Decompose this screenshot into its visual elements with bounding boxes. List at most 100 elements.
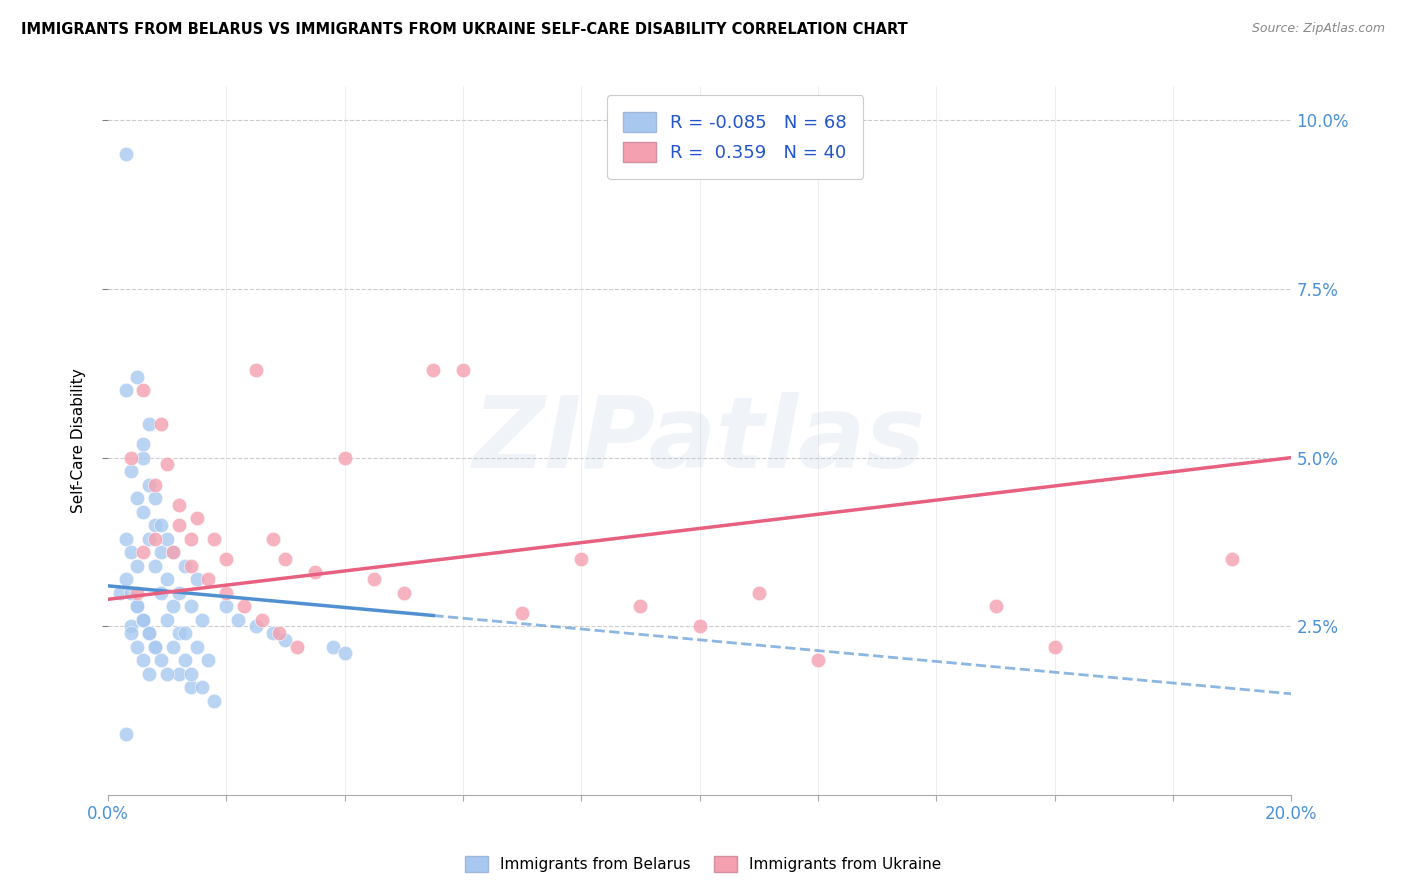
Point <box>162 640 184 654</box>
Point <box>156 458 179 472</box>
Point <box>132 653 155 667</box>
Point <box>304 566 326 580</box>
Point <box>167 666 190 681</box>
Point <box>138 477 160 491</box>
Point <box>186 572 208 586</box>
Point <box>138 532 160 546</box>
Point <box>333 646 356 660</box>
Point <box>274 551 297 566</box>
Text: Source: ZipAtlas.com: Source: ZipAtlas.com <box>1251 22 1385 36</box>
Point <box>226 613 249 627</box>
Point <box>215 599 238 613</box>
Point <box>127 599 149 613</box>
Point <box>245 363 267 377</box>
Point <box>269 626 291 640</box>
Point <box>232 599 254 613</box>
Text: IMMIGRANTS FROM BELARUS VS IMMIGRANTS FROM UKRAINE SELF-CARE DISABILITY CORRELAT: IMMIGRANTS FROM BELARUS VS IMMIGRANTS FR… <box>21 22 908 37</box>
Point <box>180 532 202 546</box>
Point <box>150 518 173 533</box>
Point <box>143 518 166 533</box>
Point <box>132 383 155 397</box>
Point <box>628 599 651 613</box>
Point <box>143 477 166 491</box>
Point <box>120 619 142 633</box>
Point <box>138 626 160 640</box>
Point <box>191 680 214 694</box>
Point <box>162 599 184 613</box>
Point <box>120 585 142 599</box>
Point <box>138 666 160 681</box>
Point <box>1220 551 1243 566</box>
Point <box>510 606 533 620</box>
Point <box>108 585 131 599</box>
Point <box>422 363 444 377</box>
Point <box>392 585 415 599</box>
Point <box>127 640 149 654</box>
Point <box>150 653 173 667</box>
Point <box>127 491 149 505</box>
Point <box>114 146 136 161</box>
Point <box>138 626 160 640</box>
Point <box>162 545 184 559</box>
Point <box>143 532 166 546</box>
Point <box>197 653 219 667</box>
Point <box>156 572 179 586</box>
Point <box>143 640 166 654</box>
Point <box>167 518 190 533</box>
Point <box>143 640 166 654</box>
Point <box>451 363 474 377</box>
Point <box>167 585 190 599</box>
Legend: Immigrants from Belarus, Immigrants from Ukraine: Immigrants from Belarus, Immigrants from… <box>457 848 949 880</box>
Point <box>143 558 166 573</box>
Point <box>202 693 225 707</box>
Point <box>150 585 173 599</box>
Point <box>173 558 195 573</box>
Point <box>162 545 184 559</box>
Point <box>173 653 195 667</box>
Point <box>285 640 308 654</box>
Point <box>132 613 155 627</box>
Point <box>250 613 273 627</box>
Point <box>127 558 149 573</box>
Point <box>167 498 190 512</box>
Point <box>132 613 155 627</box>
Point <box>156 613 179 627</box>
Point <box>274 632 297 647</box>
Point <box>132 613 155 627</box>
Point <box>156 532 179 546</box>
Point <box>132 450 155 465</box>
Point <box>245 619 267 633</box>
Point <box>114 532 136 546</box>
Point <box>197 572 219 586</box>
Point <box>180 558 202 573</box>
Point <box>127 599 149 613</box>
Point <box>186 640 208 654</box>
Point <box>202 532 225 546</box>
Point <box>215 551 238 566</box>
Point <box>114 383 136 397</box>
Point <box>322 640 344 654</box>
Point <box>748 585 770 599</box>
Point <box>689 619 711 633</box>
Point <box>191 613 214 627</box>
Point <box>120 464 142 478</box>
Point <box>263 532 285 546</box>
Point <box>120 626 142 640</box>
Point <box>363 572 385 586</box>
Point <box>807 653 830 667</box>
Point <box>1043 640 1066 654</box>
Point <box>143 491 166 505</box>
Y-axis label: Self-Care Disability: Self-Care Disability <box>72 368 86 513</box>
Point <box>132 545 155 559</box>
Point <box>186 511 208 525</box>
Point <box>114 727 136 741</box>
Legend: R = -0.085   N = 68, R =  0.359   N = 40: R = -0.085 N = 68, R = 0.359 N = 40 <box>607 95 863 178</box>
Point <box>333 450 356 465</box>
Point <box>132 505 155 519</box>
Point <box>127 585 149 599</box>
Point <box>984 599 1007 613</box>
Point <box>180 680 202 694</box>
Point <box>180 599 202 613</box>
Point <box>569 551 592 566</box>
Point <box>167 626 190 640</box>
